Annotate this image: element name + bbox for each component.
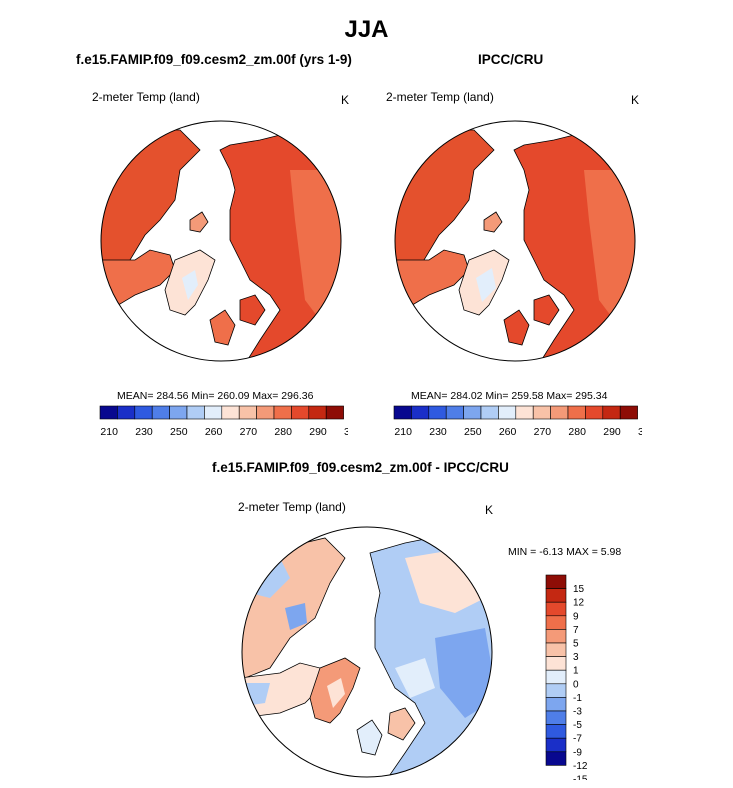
- colorbar-tick-label: 230: [135, 426, 153, 438]
- colorbar-swatch: [545, 683, 567, 698]
- colorbar-swatch: [221, 405, 240, 420]
- model-panel-title: f.e15.FAMIP.f09_f09.cesm2_zm.00f (yrs 1-…: [76, 52, 352, 67]
- colorbar-tick-label: 270: [534, 426, 552, 438]
- colorbar-swatch: [256, 405, 275, 420]
- model-colorbar: 210 230 250 260 270 280 290 300: [99, 405, 348, 438]
- colorbar-swatch: [545, 615, 567, 630]
- diff-colorbar: 15 12 9 7 5 3 1 0 -1 -3 -5 -7 -9 -12 -15: [545, 574, 588, 781]
- colorbar-swatch: [428, 405, 447, 420]
- colorbar-tick-label: -3: [573, 707, 582, 718]
- colorbar-tick-label: 250: [170, 426, 188, 438]
- colorbar-tick-label: 1: [573, 666, 579, 677]
- obs-stats: MEAN= 284.02 Min= 259.58 Max= 295.34: [411, 390, 608, 402]
- colorbar-swatch: [204, 405, 223, 420]
- colorbar-swatch: [393, 405, 412, 420]
- colorbar-tick-label: 280: [274, 426, 292, 438]
- colorbar-swatch: [134, 405, 153, 420]
- colorbar-swatch: [545, 724, 567, 739]
- colorbar-tick-label: 250: [464, 426, 482, 438]
- colorbar-tick-label: 260: [499, 426, 517, 438]
- colorbar-tick-label: 280: [568, 426, 586, 438]
- diff-stats: MIN = -6.13 MAX = 5.98: [508, 546, 622, 558]
- obs-colorbar: 210 230 250 260 270 280 290 300: [393, 405, 642, 438]
- colorbar-swatch: [169, 405, 188, 420]
- colorbar-swatch: [463, 405, 482, 420]
- colorbar-swatch: [545, 697, 567, 712]
- colorbar-swatch: [291, 405, 310, 420]
- colorbar-swatch: [545, 588, 567, 603]
- colorbar-swatch: [151, 405, 170, 420]
- colorbar-tick-label: 230: [429, 426, 447, 438]
- colorbar-swatch: [619, 405, 638, 420]
- colorbar-swatch: [545, 574, 567, 589]
- colorbar-swatch: [99, 405, 118, 420]
- colorbar-tick-label: 270: [240, 426, 258, 438]
- diff-polar-map: [241, 526, 493, 778]
- colorbar-swatch: [585, 405, 604, 420]
- colorbar-tick-label: 290: [309, 426, 327, 438]
- colorbar-tick-label: 0: [573, 679, 579, 690]
- colorbar-tick-label: 290: [603, 426, 621, 438]
- obs-panel-title: IPCC/CRU: [478, 52, 544, 67]
- colorbar-swatch: [602, 405, 621, 420]
- colorbar-swatch: [545, 737, 567, 753]
- colorbar-swatch: [532, 405, 551, 420]
- colorbar-tick-label: 300: [638, 426, 642, 438]
- obs-polar-map: [394, 120, 636, 362]
- diff-panel-title: f.e15.FAMIP.f09_f09.cesm2_zm.00f - IPCC/…: [212, 460, 509, 475]
- page-title: JJA: [344, 16, 389, 43]
- colorbar-tick-label: 9: [573, 611, 579, 622]
- model-units-label: K: [341, 93, 350, 107]
- colorbar-tick-label: 12: [573, 598, 585, 609]
- colorbar-tick-label: -12: [573, 761, 588, 772]
- colorbar-swatch: [567, 405, 586, 420]
- colorbar-tick-label: -1: [573, 693, 582, 704]
- colorbar-tick-label: 3: [573, 652, 579, 663]
- colorbar-swatch: [238, 405, 257, 420]
- colorbar-swatch: [545, 656, 567, 671]
- colorbar-swatch: [411, 405, 430, 420]
- colorbar-tick-label: -7: [573, 734, 582, 745]
- colorbar-tick-label: -9: [573, 747, 582, 758]
- colorbar-swatch: [515, 405, 534, 420]
- colorbar-tick-label: -15: [573, 775, 588, 781]
- model-stats: MEAN= 284.56 Min= 260.09 Max= 296.36: [117, 390, 314, 402]
- colorbar-swatch: [117, 405, 136, 420]
- colorbar-tick-label: 300: [344, 426, 348, 438]
- model-polar-map: [100, 120, 342, 362]
- colorbar-swatch: [545, 669, 567, 685]
- colorbar-swatch: [498, 405, 517, 420]
- colorbar-swatch: [325, 405, 344, 420]
- colorbar-tick-label: 260: [205, 426, 223, 438]
- colorbar-swatch: [308, 405, 327, 420]
- colorbar-tick-label: 5: [573, 639, 579, 650]
- colorbar-swatch: [545, 751, 567, 766]
- colorbar-swatch: [273, 405, 292, 420]
- colorbar-swatch: [545, 710, 567, 725]
- diff-land-fill: [242, 532, 492, 777]
- colorbar-tick-label: 15: [573, 584, 585, 595]
- colorbar-swatch: [545, 601, 567, 617]
- colorbar-tick-label: 7: [573, 625, 579, 636]
- colorbar-tick-label: -5: [573, 720, 582, 731]
- colorbar-swatch: [550, 405, 569, 420]
- diff-units-label: K: [485, 503, 494, 517]
- colorbar-swatch: [480, 405, 499, 420]
- obs-units-label: K: [631, 93, 640, 107]
- diff-variable-label: 2-meter Temp (land): [238, 500, 346, 514]
- colorbar-tick-label: 210: [100, 426, 118, 438]
- obs-variable-label: 2-meter Temp (land): [386, 90, 494, 104]
- colorbar-swatch: [445, 405, 464, 420]
- model-variable-label: 2-meter Temp (land): [92, 90, 200, 104]
- colorbar-tick-label: 210: [394, 426, 412, 438]
- colorbar-swatch: [545, 629, 567, 644]
- colorbar-swatch: [186, 405, 205, 420]
- colorbar-swatch: [545, 642, 567, 657]
